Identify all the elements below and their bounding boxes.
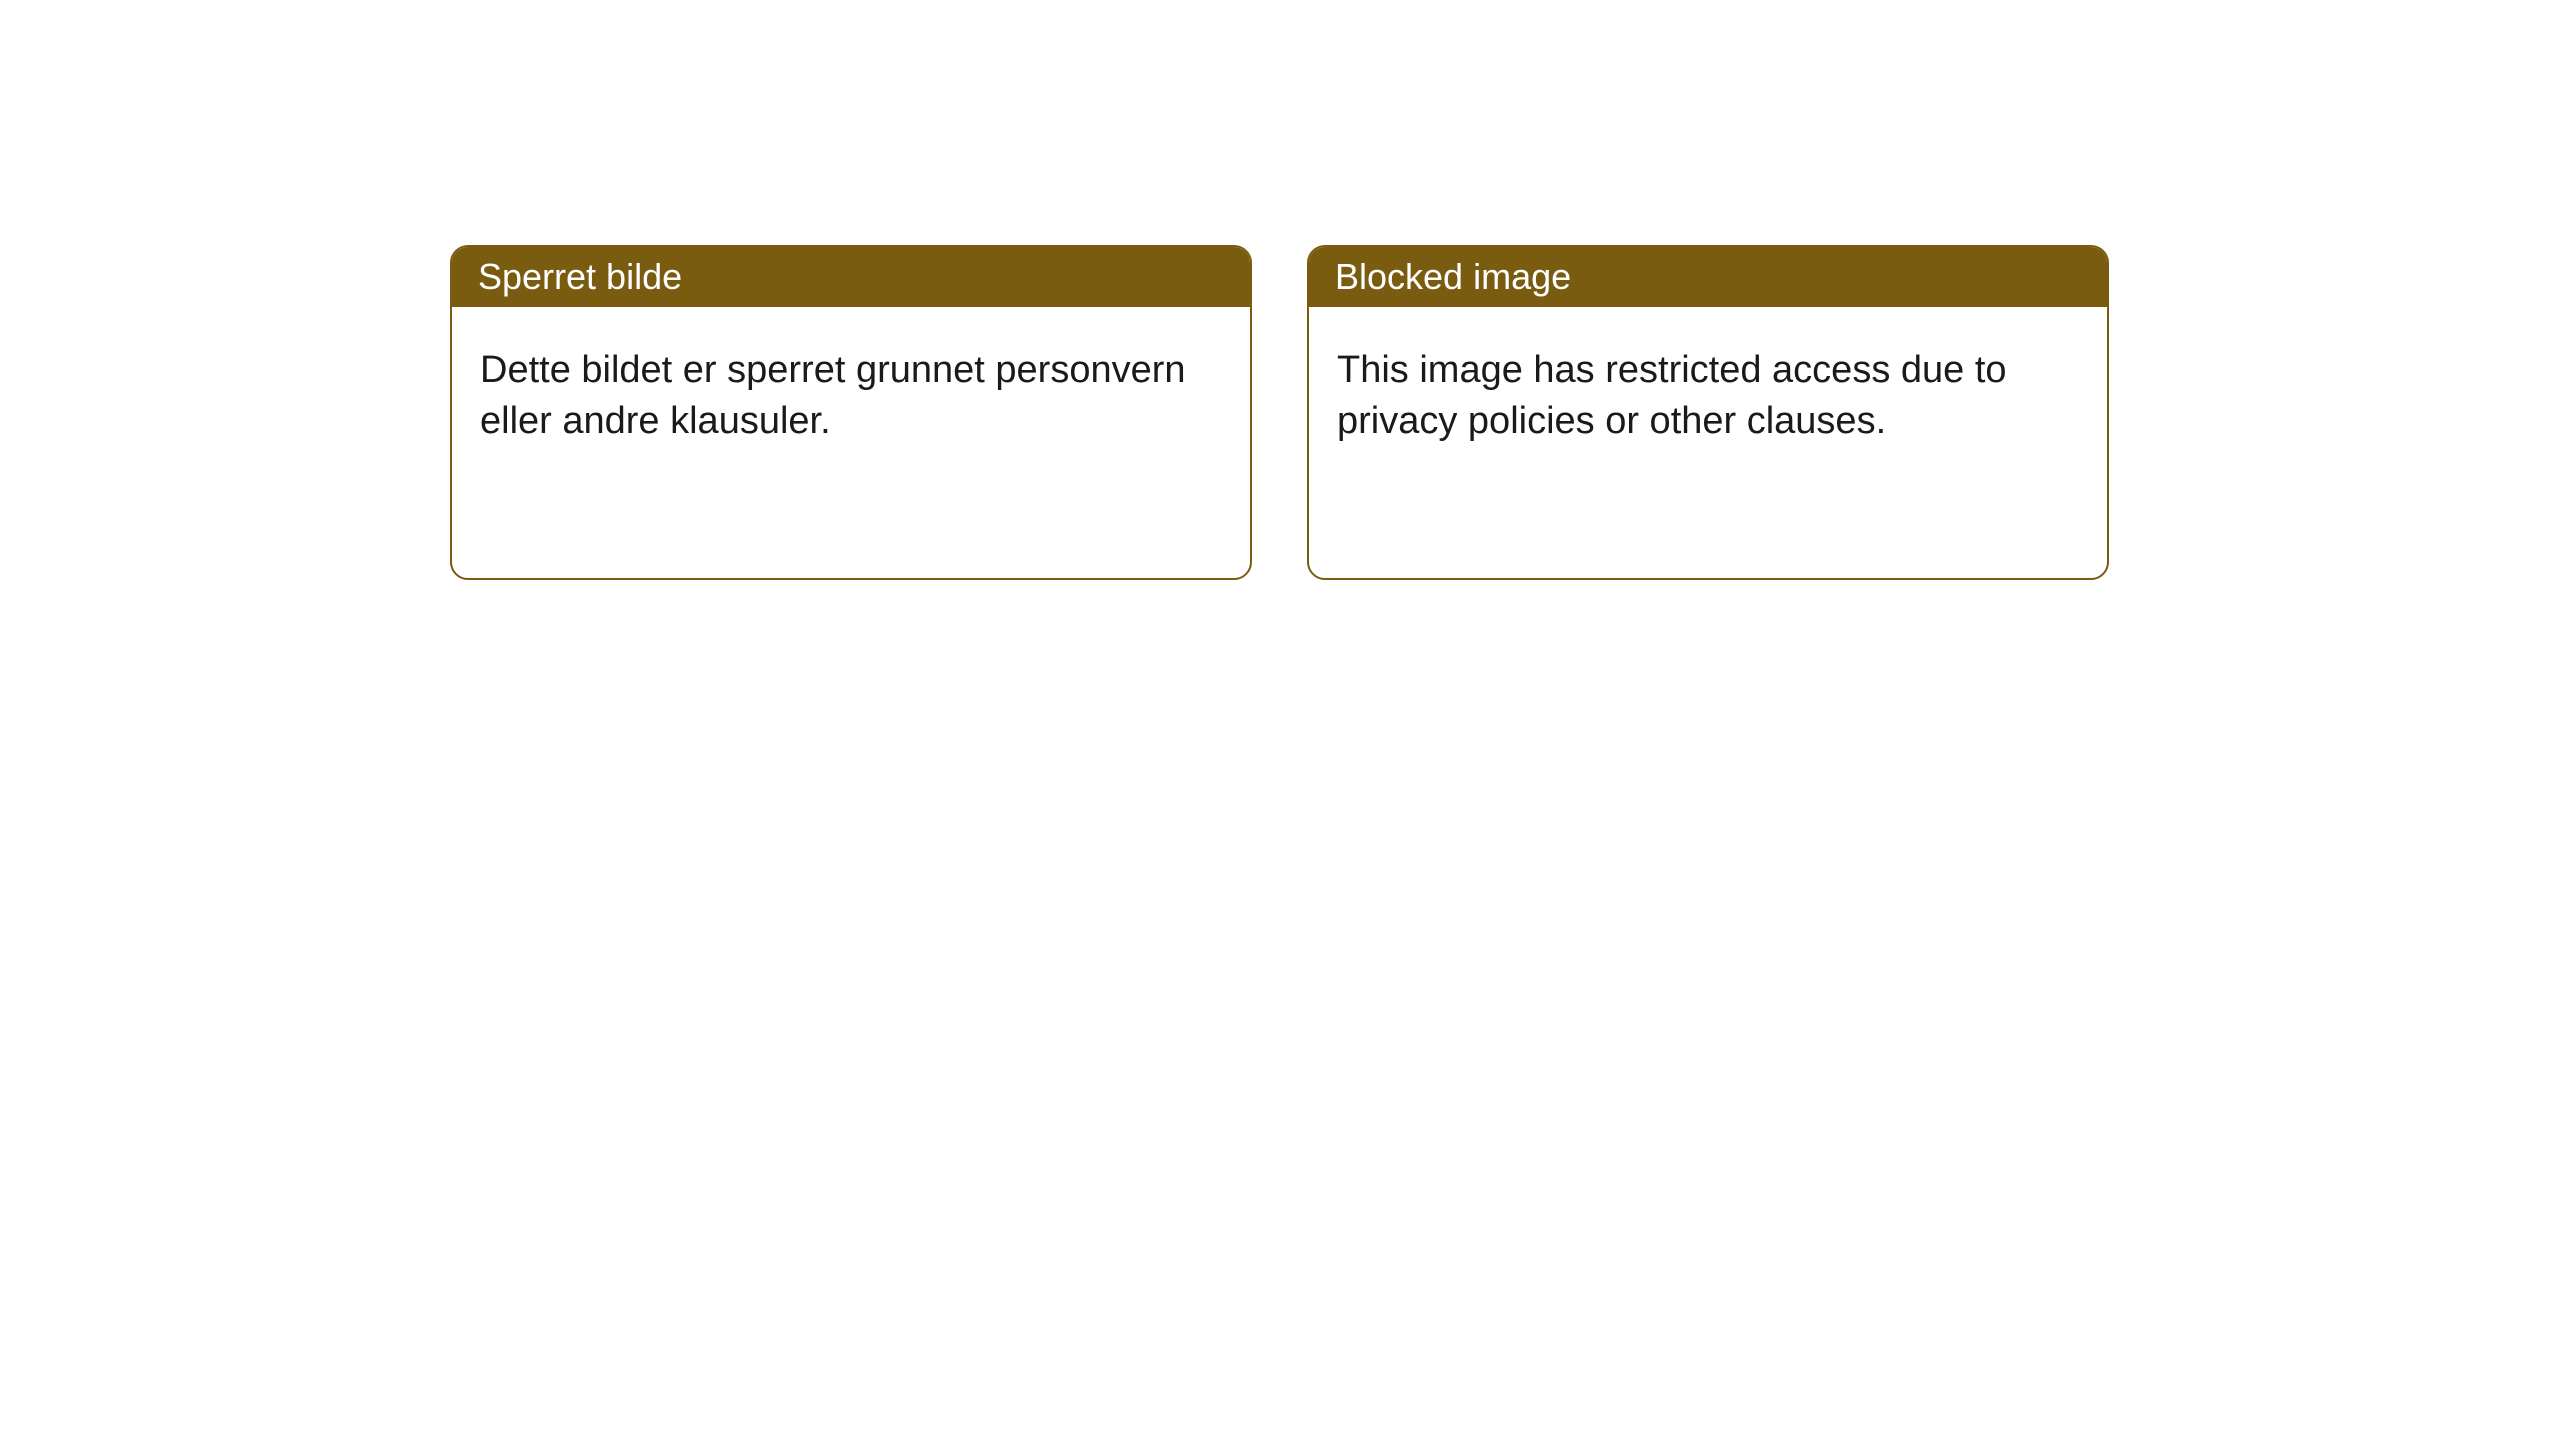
card-message-en: This image has restricted access due to …: [1337, 349, 2007, 442]
card-message-no: Dette bildet er sperret grunnet personve…: [480, 349, 1186, 442]
card-header-en: Blocked image: [1309, 247, 2107, 307]
card-body-en: This image has restricted access due to …: [1309, 307, 2107, 486]
info-cards-container: Sperret bilde Dette bildet er sperret gr…: [450, 245, 2560, 580]
card-body-no: Dette bildet er sperret grunnet personve…: [452, 307, 1250, 486]
card-title-en: Blocked image: [1335, 256, 1571, 298]
card-title-no: Sperret bilde: [478, 256, 682, 298]
blocked-image-card-no: Sperret bilde Dette bildet er sperret gr…: [450, 245, 1252, 580]
card-header-no: Sperret bilde: [452, 247, 1250, 307]
blocked-image-card-en: Blocked image This image has restricted …: [1307, 245, 2109, 580]
